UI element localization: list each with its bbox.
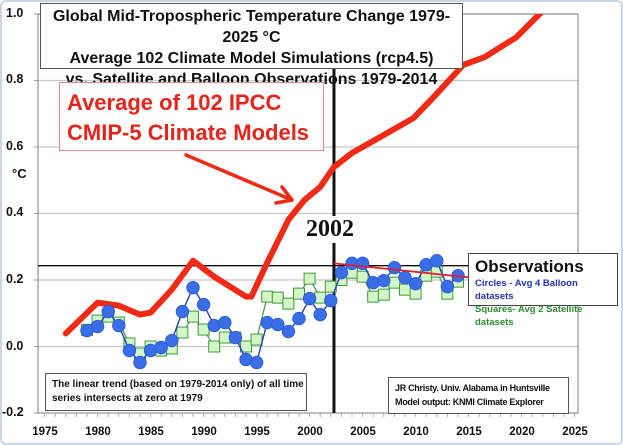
satellite-square <box>303 272 316 285</box>
balloon-circle <box>430 254 444 268</box>
legend-title: Observations <box>475 257 584 276</box>
satellite-square <box>314 291 327 304</box>
satellite-square <box>356 270 369 283</box>
y-tick-label: 0.6 <box>6 139 24 153</box>
arrow-head <box>274 185 294 205</box>
balloon-circle <box>377 273 391 288</box>
balloon-circle <box>133 355 147 370</box>
x-tick-label: 1985 <box>138 426 164 438</box>
balloon-circle <box>175 304 190 319</box>
balloon-circle <box>440 279 455 294</box>
chart-subtitle: Average 102 Climate Model Simulations (r… <box>69 50 434 67</box>
y-tick-label: 0.0 <box>6 339 24 353</box>
balloon-circle <box>101 304 115 319</box>
balloon-circle <box>387 260 402 275</box>
balloon-circle <box>154 340 168 355</box>
balloon-circle <box>313 307 327 322</box>
y-tick-label: 0.8 <box>6 72 24 86</box>
satellite-square <box>388 276 401 289</box>
obs-trend-line <box>333 262 472 279</box>
balloon-circle <box>90 319 105 334</box>
balloon-circle <box>112 318 126 333</box>
chart-title: Global Mid-Tropospheric Temperature Chan… <box>52 8 451 46</box>
balloon-circle <box>271 317 285 332</box>
balloon-circle <box>165 333 179 348</box>
balloon-circle <box>292 311 306 326</box>
satellite-square <box>250 333 263 346</box>
x-tick-label: 2020 <box>509 426 535 438</box>
model-label-box: Average of 102 IPCC CMIP-5 Climate Model… <box>59 82 324 151</box>
satellite-square <box>261 290 274 303</box>
year-2002-label: 2002 <box>305 216 355 243</box>
satellite-square <box>218 331 231 344</box>
model-label-line: CMIP-5 Climate Models <box>67 120 310 145</box>
satellite-square <box>367 290 380 303</box>
x-tick-label: 2015 <box>456 426 482 438</box>
balloon-circle <box>186 280 200 295</box>
satellite-square <box>271 291 284 304</box>
x-tick-label: 1975 <box>32 426 58 438</box>
trend-note-box: The linear trend (based on 1979-2014 onl… <box>45 373 307 411</box>
balloon-circle <box>355 256 370 271</box>
satellite-square <box>197 323 210 336</box>
y-tick-label: 0.2 <box>6 272 24 286</box>
y-tick-label: 0.4 <box>6 205 24 219</box>
model-series <box>62 14 544 337</box>
credit-line: JR Christy. Univ. Alabama in Huntsville <box>395 383 550 393</box>
satellite-square <box>208 340 221 353</box>
x-tick-label: 2025 <box>562 426 588 438</box>
satellite-square <box>293 287 305 300</box>
satellite-square <box>399 283 411 296</box>
model-line <box>62 14 544 337</box>
balloon-circle <box>228 330 243 345</box>
balloon-circle <box>249 355 264 370</box>
trend-note-line: The linear trend (based on 1979-2014 onl… <box>52 379 304 390</box>
obs-trend-line <box>333 262 472 279</box>
model-label-line: Average of 102 IPCC <box>67 90 282 115</box>
chart-title-box: Global Mid-Tropospheric Temperature Chan… <box>40 3 463 88</box>
trend-note-line: series intersects at zero at 1979 <box>52 393 203 404</box>
balloon-circle <box>334 265 349 280</box>
balloon-circle <box>281 324 296 339</box>
balloon-circle <box>324 293 338 308</box>
y-tick-label: 1.0 <box>6 6 24 20</box>
x-tick-label: 2000 <box>297 426 323 438</box>
balloon-circle <box>302 291 317 306</box>
model-arrow <box>184 153 294 205</box>
observations-legend: Observations Circles - Avg 4 Balloon dat… <box>468 253 618 328</box>
y-tick-label: -0.2 <box>2 405 24 419</box>
legend-entry-balloon: Circles - Avg 4 Balloon datasets <box>475 278 578 302</box>
x-tick-label: 2010 <box>403 426 429 438</box>
balloon-circle <box>122 343 137 358</box>
x-tick-label: 1980 <box>85 426 111 438</box>
arrow-shaft <box>184 153 294 202</box>
balloon-circle <box>218 315 232 330</box>
credit-line: Model output: KNMI Climate Explorer <box>395 397 544 407</box>
balloon-circle <box>408 276 423 291</box>
legend-entry-satellite: Squares- Avg 2 Satellite datasets <box>475 304 583 328</box>
balloon-circle <box>196 297 211 312</box>
x-tick-label: 1995 <box>244 426 270 438</box>
satellite-square <box>187 310 199 323</box>
satellite-square <box>377 288 390 301</box>
x-tick-label: 1990 <box>191 426 217 438</box>
satellite-square <box>282 297 295 310</box>
credit-box: JR Christy. Univ. Alabama in Huntsville … <box>388 377 569 414</box>
satellite-square <box>176 326 189 339</box>
y-axis-label: °C <box>12 166 27 181</box>
x-tick-label: 2005 <box>350 426 376 438</box>
balloon-series <box>80 254 465 370</box>
